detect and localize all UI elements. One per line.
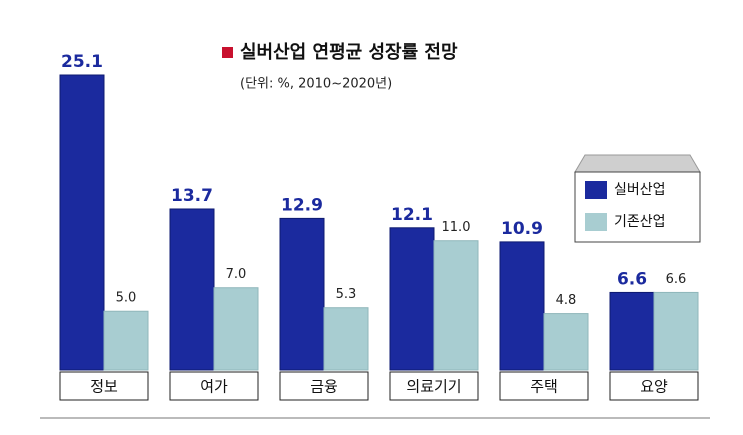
bar [279, 217, 325, 371]
bar [169, 208, 215, 371]
category-box [59, 371, 149, 401]
value-label: 6.6 [617, 269, 647, 289]
x-tick-label: 요양 [640, 378, 668, 396]
value-label: 11.0 [442, 220, 471, 235]
legend-swatch [585, 213, 607, 231]
x-tick-label: 의료기기 [406, 378, 461, 396]
value-label: 5.0 [116, 291, 137, 306]
x-tick-label: 여가 [200, 378, 228, 396]
value-label: 12.1 [391, 205, 433, 225]
value-label: 25.1 [61, 52, 103, 72]
bar [213, 287, 259, 371]
bar [103, 310, 149, 371]
bar [389, 227, 435, 371]
pedestal [574, 154, 701, 173]
legend-label: 실버산업 [614, 182, 666, 198]
category-box [279, 371, 369, 401]
chart-subtitle: (단위: %, 2010~2020년) [240, 77, 392, 92]
value-label: 5.3 [336, 287, 357, 302]
category-box [609, 371, 699, 401]
legend-label: 기존산업 [614, 214, 666, 230]
bar [543, 313, 589, 371]
value-label: 12.9 [281, 195, 323, 215]
x-tick-label: 금융 [310, 378, 338, 396]
x-tick-label: 주택 [530, 378, 558, 396]
title-marker [222, 47, 233, 58]
bar [653, 291, 699, 371]
value-label: 13.7 [171, 186, 213, 206]
value-label: 10.9 [501, 219, 543, 239]
category-box [389, 371, 479, 401]
category-box [169, 371, 259, 401]
bar [59, 74, 105, 371]
value-label: 6.6 [666, 272, 687, 287]
bar [499, 241, 545, 371]
bar [609, 291, 655, 371]
bar [433, 240, 479, 371]
legend-swatch [585, 181, 607, 199]
x-tick-label: 정보 [90, 378, 118, 396]
value-label: 4.8 [556, 293, 577, 308]
value-label: 7.0 [226, 267, 247, 282]
chart-title: 실버산업 연평균 성장률 전망 [240, 42, 458, 63]
category-box [499, 371, 589, 401]
bar [323, 307, 369, 371]
